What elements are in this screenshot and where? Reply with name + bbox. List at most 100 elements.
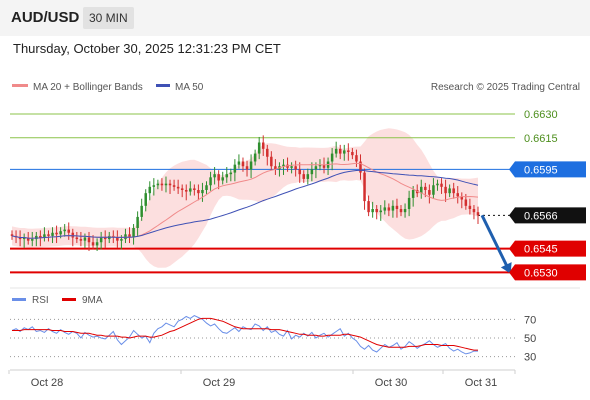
candle-body — [318, 164, 322, 167]
candle-body — [144, 193, 147, 206]
candle-body — [322, 164, 326, 168]
candle-body — [172, 185, 176, 187]
candle-body — [201, 190, 204, 194]
forecast-arrow-head — [500, 262, 512, 274]
candle-body — [383, 207, 387, 211]
datetime-label: Thursday, October 30, 2025 12:31:23 PM C… — [13, 41, 281, 56]
candle-body — [156, 183, 160, 186]
candle-body — [79, 239, 83, 241]
x-tick-label: Oct 29 — [203, 377, 235, 389]
candle — [294, 160, 297, 177]
candle-body — [363, 172, 366, 202]
candle — [209, 171, 212, 191]
candle-body — [180, 188, 184, 190]
candle-body — [128, 234, 131, 238]
candle — [472, 205, 476, 220]
candle-body — [95, 242, 99, 246]
candle — [217, 170, 220, 190]
current-price-tag-0.6566 — [509, 207, 586, 224]
candle-body — [411, 190, 415, 198]
candle-body — [371, 209, 374, 213]
candle-body — [359, 161, 362, 173]
candle-body — [310, 169, 314, 175]
candle — [367, 195, 370, 217]
candle-body — [205, 185, 208, 190]
candle — [245, 160, 249, 177]
candle-body — [140, 205, 143, 217]
candle-body — [452, 188, 455, 194]
candle — [124, 228, 127, 244]
rsi-ma9-line — [12, 317, 478, 351]
candle-body — [55, 232, 58, 235]
candle-body — [237, 161, 241, 165]
candle-body — [91, 242, 95, 246]
level-tags: 0.6630 0.6615 0.6595 0.6566 0.6545 0.6530 — [509, 109, 586, 281]
forecast — [480, 214, 512, 274]
candle — [237, 154, 241, 169]
candle-body — [221, 177, 224, 181]
candle — [270, 151, 273, 171]
candle-body — [420, 186, 423, 194]
candle — [403, 203, 407, 218]
candle — [148, 181, 152, 201]
candle — [79, 231, 83, 247]
candle — [343, 144, 346, 161]
candle — [47, 230, 50, 242]
candle — [468, 198, 472, 215]
candle — [363, 168, 366, 210]
candle — [10, 230, 14, 240]
support-label-0.6530: 0.6530 — [524, 267, 558, 279]
candle-body — [298, 169, 301, 175]
pair-title: AUD/USD — [11, 9, 80, 26]
candle-body — [176, 186, 180, 189]
ma20-legend-swatch — [12, 84, 28, 87]
candle — [168, 179, 172, 194]
candle-body — [294, 166, 297, 170]
pivot-tag-0.6595 — [509, 161, 586, 178]
candle-body — [351, 152, 354, 156]
candle-body — [355, 155, 358, 162]
candle-body — [75, 237, 79, 240]
candle-body — [148, 186, 152, 194]
x-tick-label: Oct 30 — [375, 377, 407, 389]
candle — [31, 231, 34, 247]
candle-body — [31, 239, 34, 241]
ma50-legend-swatch — [156, 84, 170, 87]
candle — [136, 211, 139, 237]
resistance-label-0.6630: 0.6630 — [524, 109, 558, 121]
candle — [172, 179, 176, 191]
candle-body — [39, 235, 42, 238]
candle-body — [290, 166, 293, 168]
candle-body — [302, 174, 306, 179]
candle-body — [217, 174, 220, 181]
candle — [440, 178, 443, 194]
candle — [261, 135, 265, 156]
candle — [347, 143, 350, 161]
candle — [330, 148, 334, 171]
candle-body — [99, 237, 103, 243]
candle — [140, 198, 143, 221]
candle-body — [476, 212, 480, 216]
candle — [160, 178, 164, 191]
candle-body — [18, 237, 22, 240]
candle-body — [63, 229, 66, 232]
candle-body — [189, 188, 192, 192]
candle — [144, 189, 147, 212]
candle — [322, 157, 326, 174]
candle-body — [330, 153, 334, 162]
candle — [99, 231, 103, 250]
candle — [306, 168, 310, 185]
timeframe-button[interactable]: 30 MIN — [83, 7, 134, 29]
candle — [334, 141, 338, 158]
candle — [71, 228, 75, 247]
ma20-legend-label: MA 20 + Bollinger Bands — [33, 82, 143, 93]
candle-body — [59, 231, 62, 235]
candle-body — [432, 185, 435, 195]
rsi-legend-label: RSI — [32, 295, 49, 306]
candle — [229, 168, 233, 182]
candle — [266, 144, 269, 166]
candle-body — [436, 183, 439, 186]
support-tag-0.6530 — [509, 264, 586, 281]
support-tag-0.6545 — [509, 240, 586, 257]
